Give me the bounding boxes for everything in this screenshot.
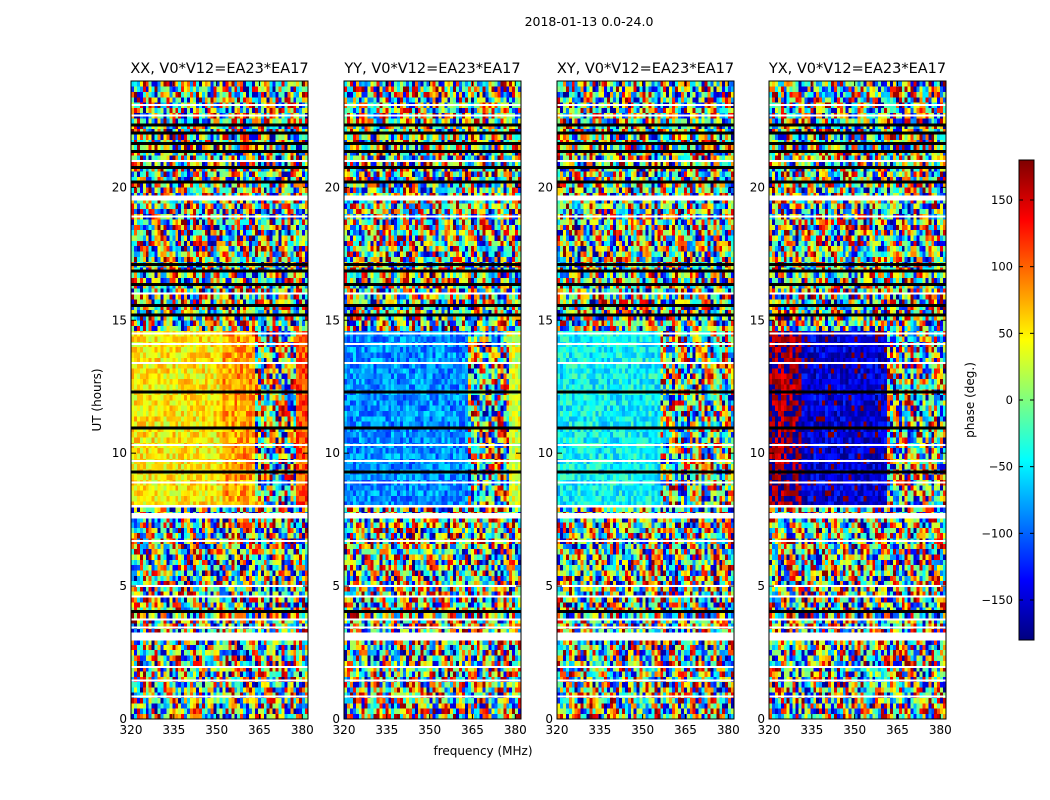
y-tick-label: 0 bbox=[757, 712, 765, 726]
panel-title: XY, V0*V12=EA23*EA17 bbox=[557, 61, 734, 77]
x-tick-label: 365 bbox=[461, 723, 484, 737]
y-tick-label: 0 bbox=[332, 712, 340, 726]
y-tick-label: 0 bbox=[545, 712, 553, 726]
colorbar-tick-label: 50 bbox=[998, 326, 1013, 340]
colorbar: 150 100 50 0 −50 −100 −150 phase (deg.) bbox=[963, 160, 1034, 640]
panel-title: YY, V0*V12=EA23*EA17 bbox=[343, 61, 520, 77]
y-tick-label: 15 bbox=[325, 313, 340, 327]
x-tick-label: 350 bbox=[205, 723, 228, 737]
y-tick-label: 5 bbox=[332, 579, 340, 593]
y-tick-label: 5 bbox=[545, 579, 553, 593]
x-tick-label: 350 bbox=[631, 723, 654, 737]
colorbar-tick-label: −100 bbox=[981, 526, 1013, 540]
x-tick-label: 365 bbox=[886, 723, 909, 737]
x-tick-label: 335 bbox=[800, 723, 823, 737]
y-tick-label: 10 bbox=[112, 446, 127, 460]
y-tick-label: 10 bbox=[325, 446, 340, 460]
x-tick-label: 335 bbox=[588, 723, 611, 737]
y-tick-label: 0 bbox=[119, 712, 127, 726]
y-axis-label: UT (hours) bbox=[90, 368, 104, 431]
x-axis-label: frequency (MHz) bbox=[433, 744, 532, 758]
colorbar-tick-label: −150 bbox=[981, 593, 1013, 607]
colorbar-tick-label: 0 bbox=[1006, 393, 1013, 407]
panel-title: XX, V0*V12=EA23*EA17 bbox=[130, 61, 308, 77]
colorbar-tick-label: 100 bbox=[991, 260, 1013, 274]
x-tick-label: 380 bbox=[504, 723, 527, 737]
y-tick-label: 10 bbox=[750, 446, 765, 460]
colorbar-tick-label: 150 bbox=[991, 193, 1013, 207]
y-tick-label: 10 bbox=[538, 446, 553, 460]
x-tick-label: 335 bbox=[375, 723, 398, 737]
x-tick-label: 380 bbox=[291, 723, 314, 737]
y-tick-label: 15 bbox=[538, 313, 553, 327]
heatmap-cells bbox=[769, 81, 946, 719]
y-tick-label: 5 bbox=[119, 579, 127, 593]
heatmap-cells bbox=[344, 81, 521, 719]
y-tick-label: 20 bbox=[325, 180, 340, 194]
x-tick-label: 350 bbox=[418, 723, 441, 737]
heatmap-cells bbox=[557, 81, 734, 719]
x-tick-label: 365 bbox=[248, 723, 271, 737]
y-tick-label: 15 bbox=[750, 313, 765, 327]
y-tick-label: 15 bbox=[112, 313, 127, 327]
x-tick-label: 380 bbox=[717, 723, 740, 737]
colorbar-tick-label: −50 bbox=[989, 460, 1013, 474]
heatmap-cells bbox=[131, 81, 308, 719]
y-tick-label: 20 bbox=[750, 180, 765, 194]
panel-title: YX, V0*V12=EA23*EA17 bbox=[768, 61, 946, 77]
x-tick-label: 335 bbox=[162, 723, 185, 737]
x-tick-label: 380 bbox=[929, 723, 952, 737]
x-tick-label: 350 bbox=[843, 723, 866, 737]
x-tick-label: 365 bbox=[674, 723, 697, 737]
figure-suptitle: 2018-01-13 0.0-24.0 bbox=[525, 14, 654, 29]
y-tick-label: 20 bbox=[538, 180, 553, 194]
y-tick-label: 5 bbox=[757, 579, 765, 593]
colorbar-label: phase (deg.) bbox=[963, 362, 977, 438]
y-tick-label: 20 bbox=[112, 180, 127, 194]
